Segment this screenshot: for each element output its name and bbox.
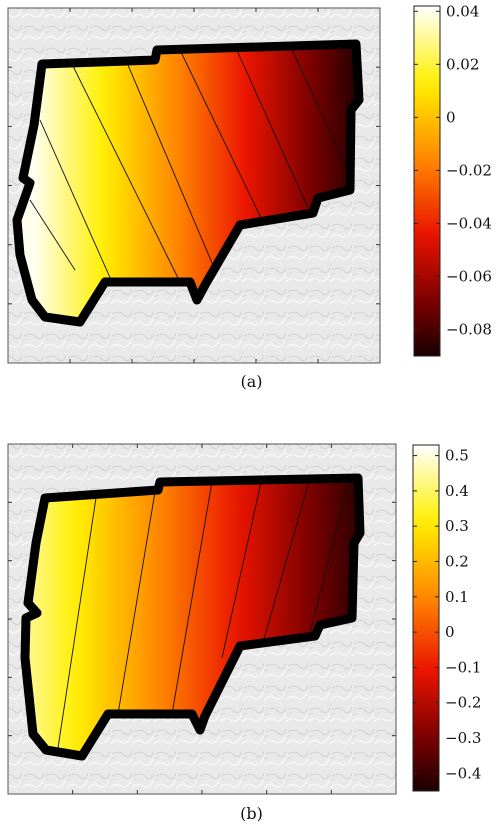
colorbar-tick-label: −0.04 — [446, 214, 492, 232]
colorbar — [413, 5, 441, 357]
colorbar-tick-label: −0.2 — [445, 694, 481, 712]
contour-line — [261, 478, 311, 647]
region-boundary — [12, 39, 364, 327]
contour-line — [289, 44, 353, 181]
colorbar-tick-label: −0.4 — [445, 764, 481, 782]
displacement-field — [17, 44, 359, 322]
contour-line — [171, 481, 213, 715]
contour-line — [29, 199, 76, 271]
panel-b: 0.5 0.4 0.3 0.2 0.1 0 −0.1 −0.2 −0.3 −0.4 (b) — [0, 418, 503, 837]
colorbar-tick-label: −0.06 — [446, 267, 492, 285]
colorbar-tick-label: 0.02 — [446, 55, 479, 73]
contour-line — [124, 57, 216, 271]
colorbar-tick-label: 0.3 — [445, 517, 469, 535]
region-boundary — [20, 473, 365, 761]
colorbar-tick-label: 0.5 — [445, 447, 469, 465]
panel-a: 0.04 0.02 0 −0.02 −0.04 −0.06 −0.08 (a) — [0, 0, 503, 412]
contour-line — [69, 59, 181, 283]
colorbar-tick-label: 0.2 — [445, 553, 469, 571]
colorbar-tick-label: −0.02 — [446, 161, 492, 179]
contour-line — [117, 491, 156, 715]
contour-line — [234, 45, 309, 209]
chart-b: 0.5 0.4 0.3 0.2 0.1 0 −0.1 −0.2 −0.3 −0.4 — [7, 443, 481, 795]
caption-a: (a) — [240, 372, 263, 391]
colorbar-tick-label: 0.1 — [445, 588, 469, 606]
chart-a: 0.04 0.02 0 −0.02 −0.04 −0.06 −0.08 — [7, 2, 492, 364]
contour-line — [309, 478, 351, 634]
contour-line — [179, 49, 263, 221]
colorbar-tick-label: 0 — [445, 623, 455, 641]
colorbar-tick-label: −0.3 — [445, 729, 481, 747]
colorbar-tick-label: −0.08 — [446, 320, 492, 338]
colorbar-tick-label: 0.4 — [445, 482, 469, 500]
caption-b: (b) — [240, 804, 263, 823]
contour-line — [39, 119, 113, 283]
colorbar-tick-label: 0.04 — [446, 2, 479, 20]
colorbar-tick-label: −0.1 — [445, 658, 481, 676]
displacement-field — [25, 478, 360, 756]
colorbar-tick-label: 0 — [446, 108, 456, 126]
contour-line — [57, 497, 97, 749]
contour-line — [221, 478, 263, 659]
colorbar — [412, 444, 440, 792]
